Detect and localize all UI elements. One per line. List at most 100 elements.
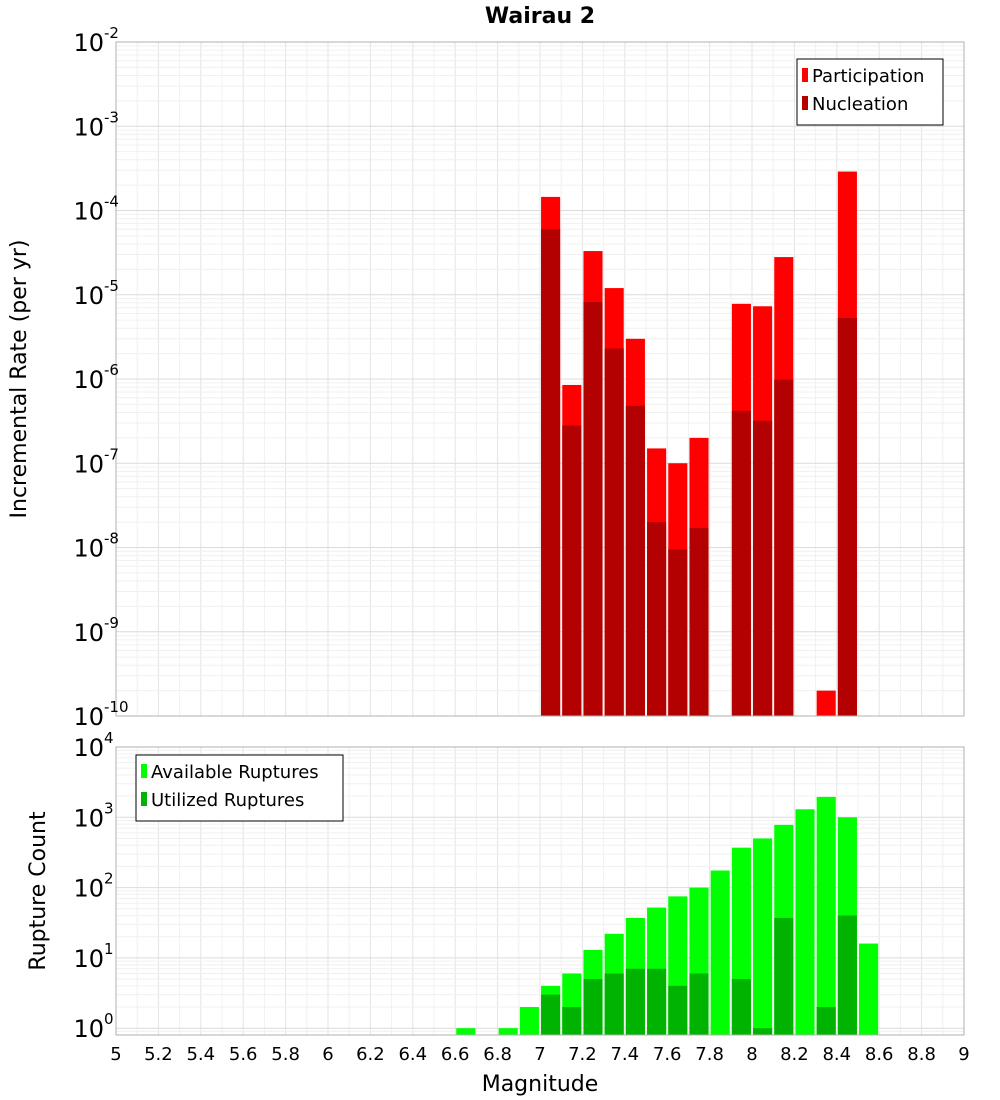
legend-box (135, 754, 344, 822)
magnitude-axis-title: Magnitude (482, 1072, 599, 1097)
y-tick-base: 10 (73, 282, 104, 310)
y-tick-base: 10 (73, 1015, 104, 1043)
y-tick-exponent: 0 (104, 1010, 114, 1028)
y-tick-exponent: -5 (104, 277, 119, 295)
y-tick-label: 10 4 (73, 729, 113, 762)
x-tick-label: 7.2 (568, 1044, 597, 1065)
y-tick-base: 10 (73, 113, 104, 141)
legend-swatch (802, 68, 808, 82)
y-tick-exponent: 4 (104, 729, 114, 747)
y-tick-label: 10 -5 (73, 277, 119, 310)
y-tick-label: 10 -3 (73, 108, 119, 141)
y-tick-exponent: -8 (104, 530, 119, 548)
rupture-count-plot: 10 010 110 210 310 45 5.2 5.4 5.6 5.8 6 6.2 6.4 6.6 6.… (73, 729, 969, 1065)
bar (774, 379, 794, 716)
x-tick-label: 5.4 (186, 1044, 215, 1065)
bar (498, 1028, 518, 1035)
bar (519, 1007, 539, 1035)
y-tick-base: 10 (73, 734, 104, 762)
y-tick-exponent: -4 (104, 193, 119, 211)
x-tick-label: 5 (110, 1044, 121, 1065)
bar (604, 348, 624, 716)
bar (541, 229, 561, 717)
y-tick-label: 10 -9 (73, 614, 119, 647)
bar (541, 994, 561, 1035)
bar (837, 915, 857, 1035)
y-tick-base: 10 (73, 198, 104, 226)
legend-label: Utilized Ruptures (151, 790, 304, 811)
x-tick-label: 7.4 (610, 1044, 639, 1065)
y-tick-base: 10 (73, 535, 104, 563)
bar (816, 1007, 836, 1035)
y-tick-exponent: -9 (104, 614, 119, 632)
y-tick-label: 10 -4 (73, 193, 119, 226)
series-nucleation (541, 229, 857, 717)
y-tick-exponent: -2 (104, 24, 119, 42)
y-tick-label: 10 -7 (73, 445, 119, 478)
x-tick-label: 5.2 (144, 1044, 173, 1065)
series-utilized-ruptures (541, 915, 857, 1035)
y-tick-base: 10 (73, 366, 104, 394)
y-tick-base: 10 (73, 945, 104, 973)
bar (731, 410, 751, 716)
y-tick-label: 10 0 (73, 1010, 113, 1043)
y-tick-base: 10 (73, 29, 104, 57)
x-tick-label: 8.2 (780, 1044, 809, 1065)
x-tick-label: 8.6 (865, 1044, 894, 1065)
legend-item: Available Ruptures (141, 762, 319, 783)
bar (647, 522, 667, 716)
bar (583, 302, 603, 716)
y-tick-label: 10 -10 (73, 698, 128, 731)
y-tick-base: 10 (73, 703, 104, 731)
y-tick-label: 10 1 (73, 940, 113, 973)
y-tick-base: 10 (73, 804, 104, 832)
legend: Available Ruptures Utilized Ruptures (135, 754, 344, 822)
x-tick-label: 7.8 (695, 1044, 724, 1065)
bar (668, 985, 688, 1035)
bar (625, 968, 645, 1035)
x-tick-label: 8.4 (822, 1044, 851, 1065)
x-tick-label: 8 (746, 1044, 757, 1065)
rate-axis-title: Incremental Rate (per yr) (7, 240, 32, 519)
plot-border (115, 746, 965, 1036)
y-tick-exponent: -10 (104, 698, 129, 716)
legend: Participation Nucleation (796, 58, 944, 126)
legend-item: Utilized Ruptures (141, 790, 304, 811)
y-tick-label: 10 2 (73, 870, 113, 903)
legend-label: Nucleation (812, 94, 908, 115)
y-tick-label: 10 3 (73, 799, 113, 832)
bar (689, 973, 709, 1035)
y-tick-exponent: -3 (104, 108, 119, 126)
rupture-count-axis-title: Rupture Count (26, 811, 51, 971)
bar (604, 973, 624, 1035)
bar (795, 809, 815, 1035)
bar (753, 1028, 773, 1035)
bar (689, 528, 709, 716)
y-tick-base: 10 (73, 875, 104, 903)
bar (625, 405, 645, 716)
x-tick-label: 6.2 (356, 1044, 385, 1065)
legend-item: Participation (802, 66, 924, 87)
bar (668, 549, 688, 716)
x-tick-label: 6.4 (398, 1044, 427, 1065)
y-tick-exponent: 2 (104, 870, 114, 888)
x-tick-label: 6.8 (483, 1044, 512, 1065)
legend-label: Participation (812, 66, 924, 87)
bar (562, 425, 582, 716)
bar (562, 1007, 582, 1035)
legend-label: Available Ruptures (151, 762, 319, 783)
bar (837, 317, 857, 716)
y-tick-base: 10 (73, 450, 104, 478)
y-tick-exponent: 1 (104, 940, 114, 958)
legend-swatch (141, 792, 147, 806)
legend-swatch (141, 764, 147, 778)
bar (710, 870, 730, 1035)
bar (753, 838, 773, 1035)
x-tick-label: 9 (958, 1044, 969, 1065)
bar (456, 1028, 476, 1035)
x-tick-label: 7 (534, 1044, 545, 1065)
bar (731, 979, 751, 1035)
x-tick-label: 7.6 (653, 1044, 682, 1065)
x-tick-label: 5.6 (229, 1044, 258, 1065)
